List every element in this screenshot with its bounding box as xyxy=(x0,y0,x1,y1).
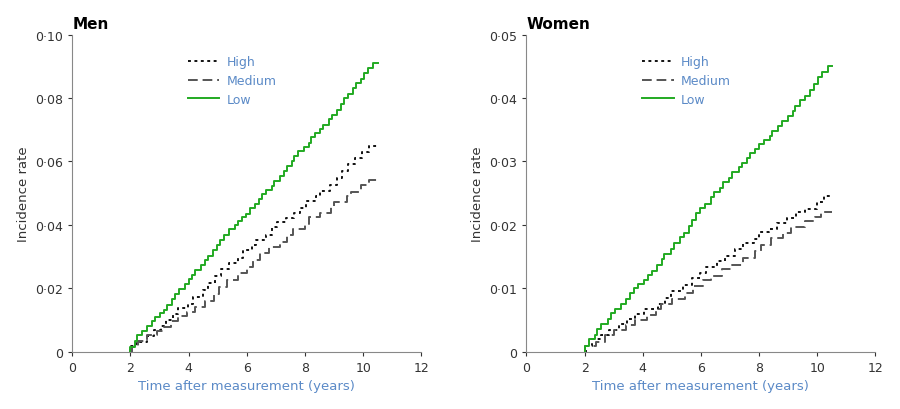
X-axis label: Time after measurement (years): Time after measurement (years) xyxy=(139,380,356,392)
Low xyxy=(367,61,378,66)
Low xyxy=(823,65,833,70)
Y-axis label: Incidence rate: Incidence rate xyxy=(17,146,30,241)
High xyxy=(261,233,272,238)
Line: Medium: Medium xyxy=(130,181,378,352)
Medium xyxy=(590,339,601,344)
High xyxy=(183,306,194,311)
Y-axis label: Incidence rate: Incidence rate xyxy=(471,146,484,241)
High xyxy=(737,241,748,246)
Medium xyxy=(241,265,252,270)
Line: Low: Low xyxy=(130,64,378,352)
Legend: High, Medium, Low: High, Medium, Low xyxy=(184,51,282,111)
Low xyxy=(351,81,362,86)
Medium xyxy=(826,210,837,215)
High xyxy=(753,230,764,235)
Medium xyxy=(373,179,383,184)
Low xyxy=(744,156,755,161)
Low xyxy=(363,72,374,76)
Medium xyxy=(274,245,285,249)
High xyxy=(781,216,792,220)
High xyxy=(818,194,829,199)
Medium xyxy=(166,319,176,324)
High xyxy=(125,349,136,354)
Medium xyxy=(655,302,666,307)
Medium xyxy=(341,200,352,205)
Low xyxy=(816,76,827,81)
Medium xyxy=(182,310,193,315)
Low xyxy=(282,170,292,175)
Low xyxy=(202,258,213,263)
High xyxy=(289,211,300,216)
Medium xyxy=(580,349,590,354)
Medium xyxy=(738,263,749,267)
Medium xyxy=(125,349,136,354)
High xyxy=(630,317,641,322)
Medium xyxy=(809,219,820,224)
Low xyxy=(373,61,383,66)
Low xyxy=(256,192,267,197)
Medium xyxy=(815,210,826,215)
Low xyxy=(665,252,676,257)
X-axis label: Time after measurement (years): Time after measurement (years) xyxy=(592,380,809,392)
High xyxy=(364,144,374,149)
Low xyxy=(826,65,837,70)
Low xyxy=(179,282,190,287)
High xyxy=(203,281,214,286)
High xyxy=(580,349,590,354)
High xyxy=(280,220,291,225)
High xyxy=(373,144,383,149)
Low xyxy=(580,349,590,354)
Low xyxy=(715,186,725,191)
Line: High: High xyxy=(585,197,832,352)
Medium xyxy=(688,284,698,289)
Low xyxy=(753,142,764,147)
Low xyxy=(125,349,136,354)
Line: Low: Low xyxy=(585,67,832,352)
High xyxy=(811,200,822,205)
Medium xyxy=(142,339,153,344)
Medium xyxy=(364,179,375,184)
Text: Women: Women xyxy=(526,17,590,31)
Low xyxy=(767,130,778,135)
Legend: High, Medium, Low: High, Medium, Low xyxy=(637,51,736,111)
Line: Medium: Medium xyxy=(585,213,832,352)
Medium xyxy=(726,267,737,272)
Text: Men: Men xyxy=(72,17,109,31)
High xyxy=(826,194,837,199)
High xyxy=(630,312,641,317)
Line: High: High xyxy=(130,146,378,352)
High xyxy=(156,324,166,329)
